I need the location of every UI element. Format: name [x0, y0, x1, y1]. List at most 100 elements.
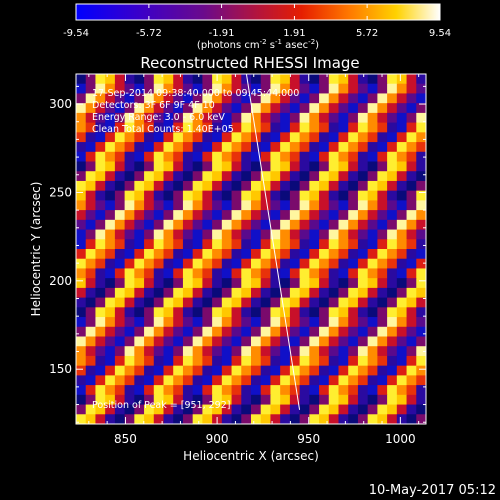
heatmap-cell: [319, 394, 330, 406]
heatmap-cell: [377, 258, 388, 270]
heatmap-cell: [85, 317, 97, 328]
heatmap-cell: [319, 346, 330, 357]
heatmap-cell: [251, 355, 262, 367]
heatmap-cell: [241, 278, 252, 289]
heatmap-cell: [280, 297, 291, 308]
heatmap-cell: [221, 258, 233, 270]
heatmap-cell: [387, 365, 398, 376]
heatmap-cell: [202, 142, 213, 153]
heatmap-cell: [85, 365, 97, 376]
heatmap-cell: [280, 103, 291, 114]
heatmap-cell: [192, 161, 203, 172]
heatmap-cell: [114, 287, 126, 299]
heatmap-cell: [202, 317, 213, 328]
heatmap-cell: [299, 336, 310, 347]
heatmap-cell: [163, 210, 174, 221]
heatmap-cell: [153, 404, 165, 415]
heatmap-cell: [357, 375, 369, 386]
heatmap-cell: [124, 414, 135, 424]
heatmap-cell: [319, 171, 330, 182]
heatmap-cell: [406, 93, 417, 104]
heatmap-cell: [212, 287, 223, 299]
heatmap-cell: [338, 375, 349, 386]
heatmap-cell: [231, 122, 242, 133]
heatmap-cell: [231, 375, 242, 386]
heatmap-cell: [387, 287, 398, 299]
heatmap-cell: [406, 278, 417, 289]
heatmap-cell: [280, 132, 291, 143]
heatmap-cell: [270, 190, 281, 201]
heatmap-cell: [377, 268, 388, 279]
heatmap-cell: [192, 336, 203, 347]
heatmap-cell: [85, 307, 97, 318]
heatmap-cell: [105, 297, 116, 308]
heatmap-cell: [212, 365, 223, 376]
heatmap-cell: [377, 404, 388, 415]
heatmap-cell: [260, 161, 272, 172]
heatmap-cell: [338, 161, 349, 172]
heatmap-cell: [163, 249, 174, 260]
heatmap-cell: [289, 190, 301, 201]
heatmap-cell: [270, 268, 281, 279]
heatmap-cell: [114, 385, 126, 396]
heatmap-cell: [173, 394, 184, 406]
heatmap-cell: [319, 132, 330, 143]
heatmap-cell: [202, 132, 213, 143]
heatmap-cell: [406, 365, 417, 376]
heatmap-cell: [202, 122, 213, 133]
heatmap-cell: [357, 404, 369, 415]
heatmap-cell: [348, 200, 359, 211]
chart-title: Reconstructed RHESSI Image: [140, 54, 359, 72]
heatmap-cell: [163, 268, 174, 279]
heatmap-cell: [387, 200, 398, 211]
heatmap-cell: [153, 151, 165, 163]
heatmap-cell: [202, 346, 213, 357]
heatmap-cell: [95, 287, 106, 299]
heatmap-cell: [338, 268, 349, 279]
heatmap-cell: [95, 346, 106, 357]
heatmap-cell: [221, 103, 233, 114]
heatmap-cell: [299, 112, 310, 124]
y-tick-label: 300: [49, 97, 72, 111]
heatmap-cell: [241, 190, 252, 201]
heatmap-cell: [192, 317, 203, 328]
heatmap-cell: [348, 142, 359, 153]
heatmap-cell: [348, 365, 359, 376]
heatmap-cell: [251, 385, 262, 396]
heatmap-cell: [124, 404, 135, 415]
heatmap-cell: [328, 200, 340, 211]
heatmap-cell: [192, 200, 203, 211]
heatmap-cell: [231, 239, 242, 250]
heatmap-cell: [299, 103, 310, 114]
heatmap-cell: [299, 346, 310, 357]
heatmap-cell: [124, 229, 135, 240]
heatmap-cell: [319, 239, 330, 250]
heatmap-cell: [192, 249, 203, 260]
heatmap-cell: [202, 404, 213, 415]
heatmap-cell: [299, 307, 310, 318]
heatmap-cell: [319, 365, 330, 376]
heatmap-cell: [367, 161, 378, 172]
heatmap-cell: [192, 190, 203, 201]
heatmap-cell: [231, 210, 242, 221]
heatmap-cell: [144, 171, 155, 182]
heatmap-cell: [377, 346, 388, 357]
heatmap-cell: [241, 336, 252, 347]
heatmap-cell: [173, 404, 184, 415]
heatmap-cell: [260, 258, 272, 270]
heatmap-cell: [221, 249, 233, 260]
heatmap-cell: [367, 355, 378, 367]
heatmap-cell: [289, 210, 301, 221]
heatmap-cell: [270, 317, 281, 328]
heatmap-cell: [163, 394, 174, 406]
heatmap-cell: [192, 103, 203, 114]
heatmap-cell: [309, 132, 320, 143]
heatmap-cell: [328, 239, 340, 250]
heatmap-cell: [377, 249, 388, 260]
heatmap-cell: [319, 103, 330, 114]
heatmap-cell: [173, 103, 184, 114]
heatmap-cell: [309, 258, 320, 270]
heatmap-cell: [328, 229, 340, 240]
heatmap-cell: [260, 268, 272, 279]
heatmap-cell: [95, 258, 106, 270]
